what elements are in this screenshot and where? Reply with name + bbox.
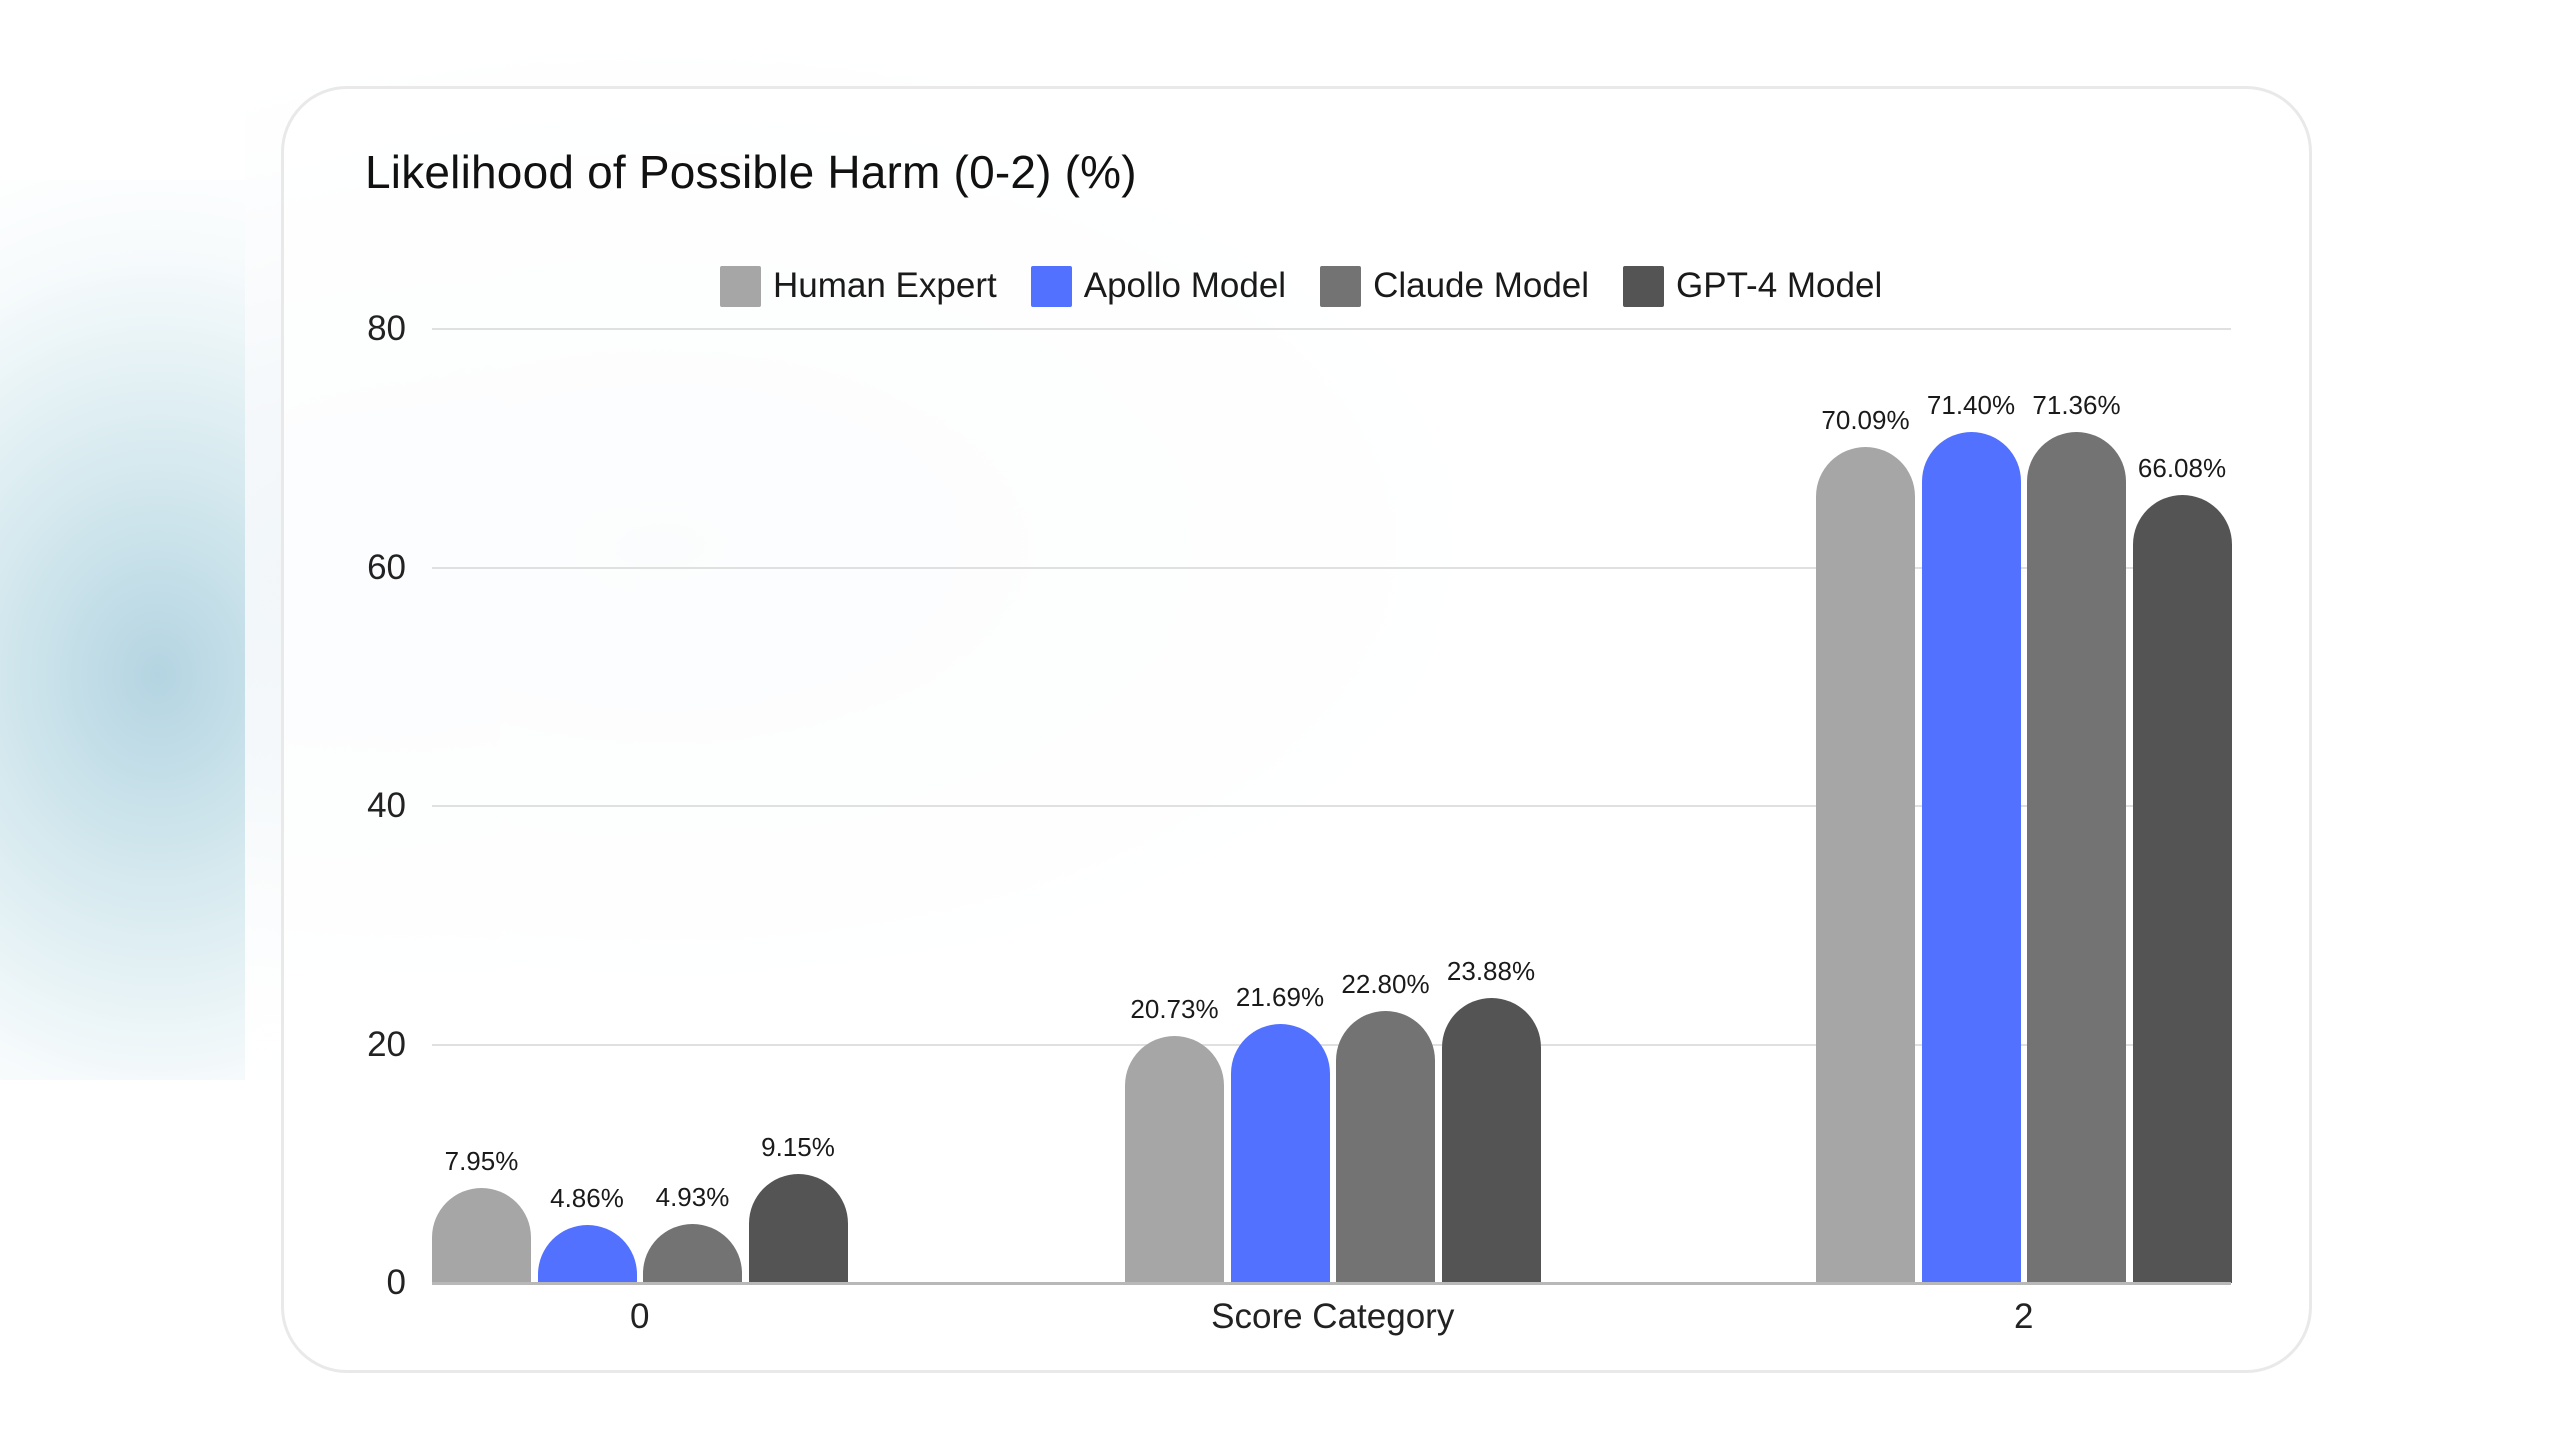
x-tick-label: 2 — [2014, 1297, 2034, 1336]
bar-human-expert-cat-2[interactable] — [1816, 447, 1915, 1283]
bar-value-label: 20.73% — [1130, 993, 1219, 1024]
bar-human-expert-cat-0[interactable] — [432, 1188, 531, 1283]
y-tick-label: 40 — [367, 786, 406, 825]
bar-claude-model-cat-2[interactable] — [2027, 432, 2126, 1283]
bar-gpt-4-model-cat-0[interactable] — [748, 1173, 848, 1283]
bar-gpt-4-model-cat-2[interactable] — [2132, 494, 2232, 1283]
bar-claude-model-cat-1[interactable] — [1336, 1011, 1435, 1283]
x-tick-label: 0 — [630, 1297, 650, 1336]
legend-swatch-apollo-model — [1030, 265, 1072, 307]
bar-apollo-model-cat-0[interactable] — [537, 1225, 637, 1283]
legend-label: Apollo Model — [1083, 266, 1287, 305]
x-axis-title: Score Category — [1211, 1297, 1455, 1336]
bar-human-expert-cat-1[interactable] — [1125, 1035, 1224, 1283]
bar-claude-model-cat-0[interactable] — [643, 1224, 742, 1283]
bar-value-label: 22.80% — [1341, 969, 1430, 1000]
bar-value-label: 7.95% — [444, 1146, 519, 1177]
x-axis-line — [432, 1282, 2231, 1285]
gridline — [432, 805, 2231, 807]
bar-apollo-model-cat-2[interactable] — [1921, 431, 2021, 1283]
bar-value-label: 71.40% — [1926, 389, 2016, 420]
legend-item-gpt4-model[interactable]: GPT-4 Model — [1623, 265, 1883, 307]
y-tick-label: 60 — [367, 547, 406, 587]
bar-value-label: 21.69% — [1235, 982, 1325, 1013]
legend-item-claude-model[interactable]: Claude Model — [1320, 265, 1590, 307]
bar-value-label: 4.93% — [655, 1182, 730, 1213]
bar-value-label: 9.15% — [761, 1131, 835, 1162]
bar-gpt-4-model-cat-1[interactable] — [1441, 998, 1541, 1283]
legend-item-apollo-model[interactable]: Apollo Model — [1030, 265, 1287, 307]
gridline — [432, 566, 2231, 569]
bar-value-label: 70.09% — [1821, 405, 1910, 436]
bar-value-label: 4.86% — [550, 1183, 624, 1214]
chart-title: Likelihood of Possible Harm (0-2) (%) — [365, 146, 1137, 198]
legend-item-human-expert[interactable]: Human Expert — [720, 265, 997, 307]
y-tick-label: 0 — [386, 1263, 406, 1302]
legend-label: GPT-4 Model — [1676, 266, 1883, 305]
legend-swatch-gpt4-model — [1623, 265, 1665, 307]
legend-label: Claude Model — [1373, 266, 1590, 305]
bar-value-label: 23.88% — [1446, 956, 1536, 987]
bar-apollo-model-cat-1[interactable] — [1230, 1024, 1330, 1283]
bar-value-label: 71.36% — [2032, 390, 2121, 421]
y-tick-label: 80 — [367, 309, 406, 348]
gridline — [432, 1043, 2231, 1046]
legend-swatch-human-expert — [720, 265, 761, 307]
y-tick-label: 20 — [367, 1024, 406, 1064]
bar-value-label: 66.08% — [2137, 452, 2227, 483]
chart-legend: Human Expert Apollo Model Claude Model G… — [720, 264, 1882, 308]
gridline — [432, 328, 2231, 330]
legend-swatch-claude-model — [1320, 265, 1362, 307]
legend-label: Human Expert — [773, 266, 997, 305]
